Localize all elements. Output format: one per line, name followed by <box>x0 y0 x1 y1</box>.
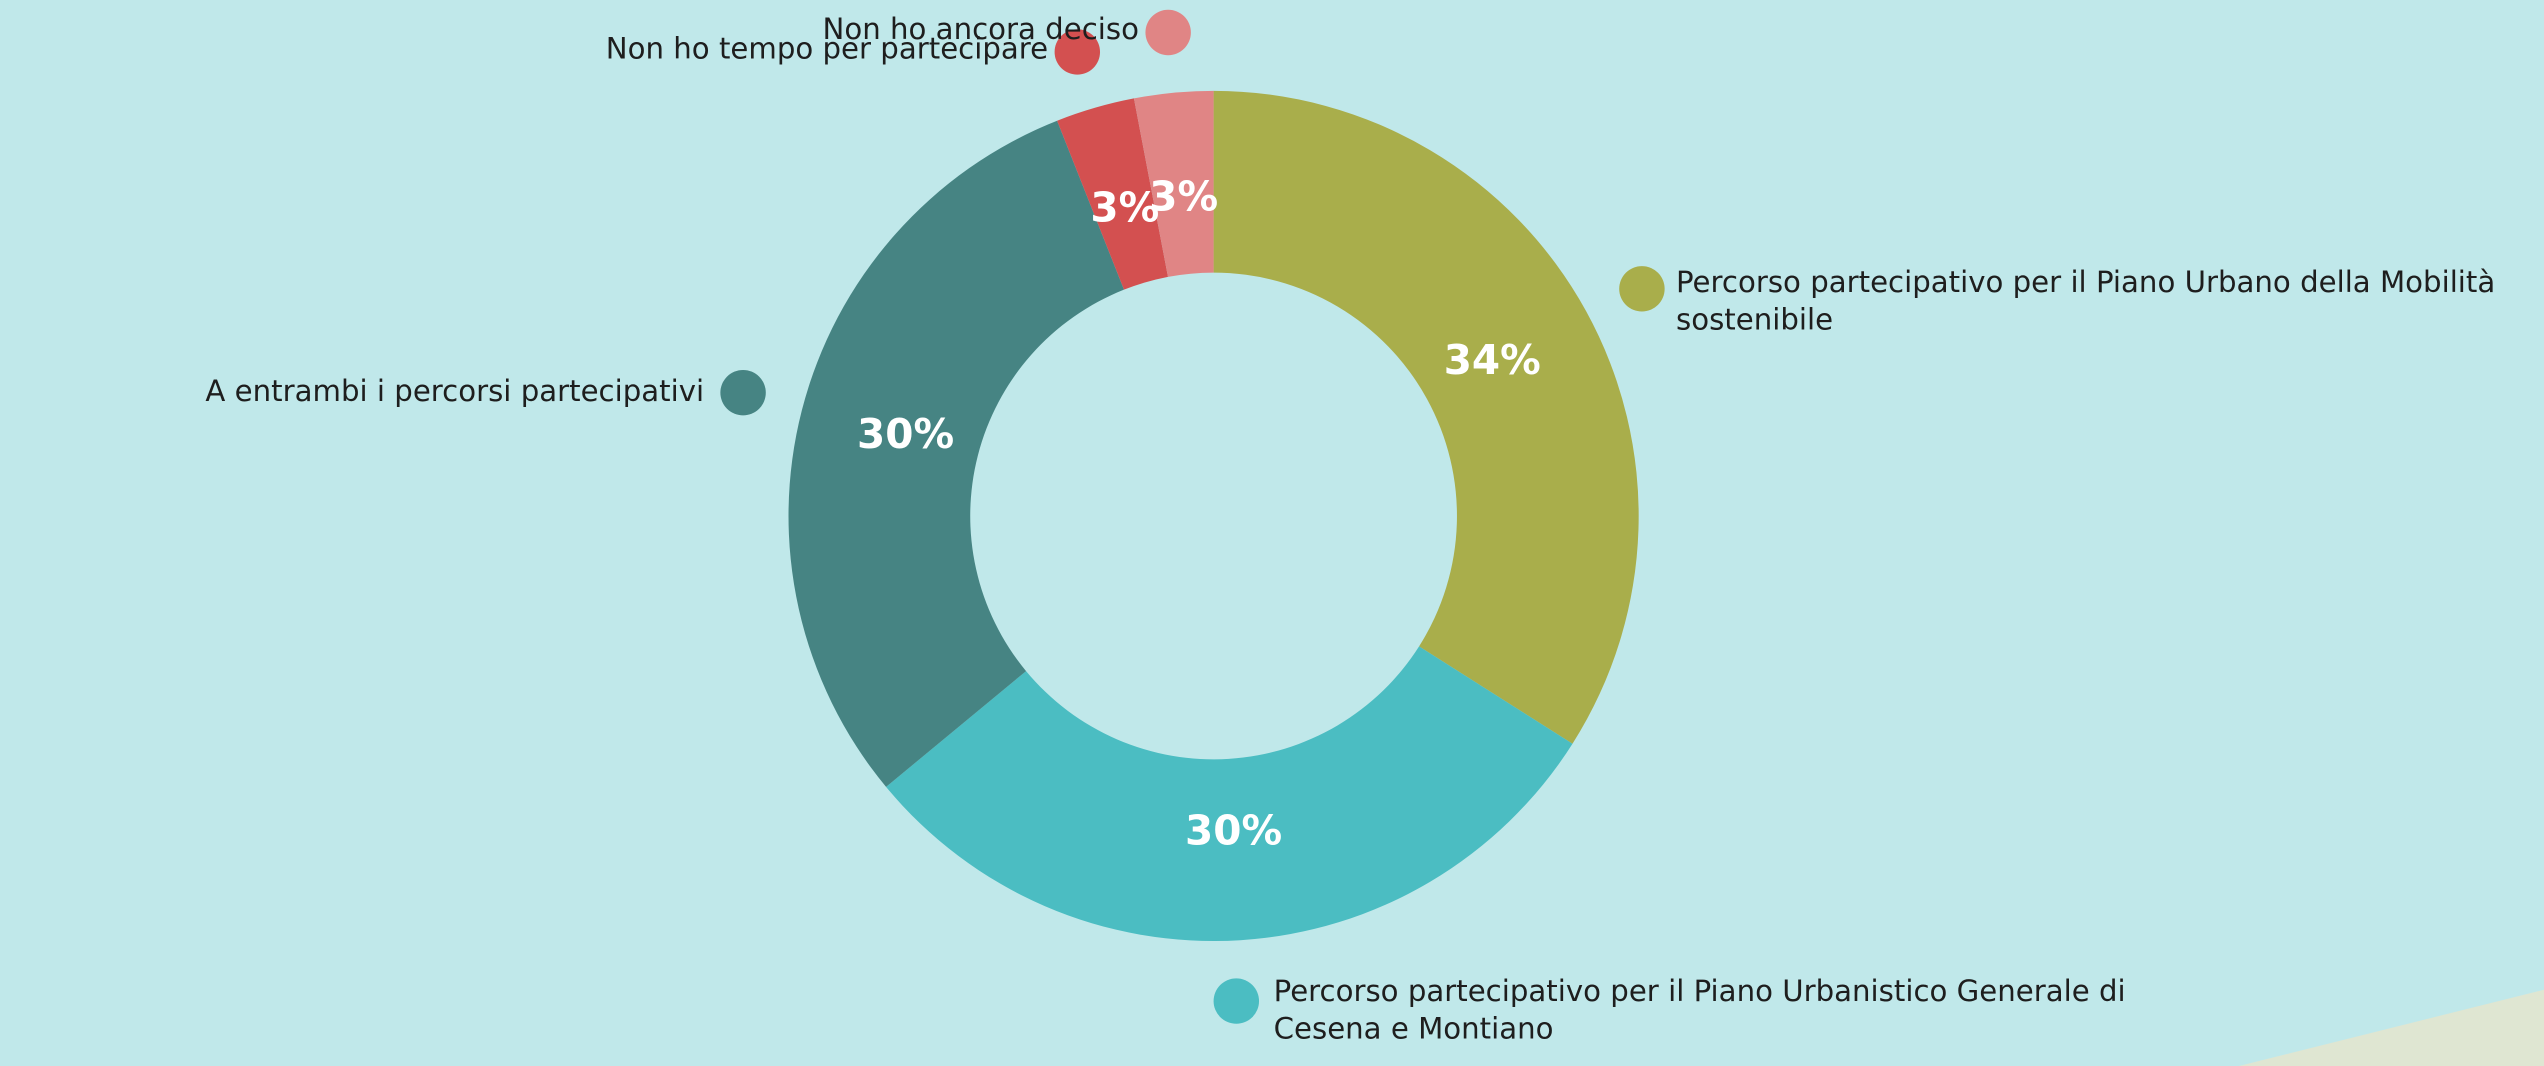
donut-segment <box>1057 98 1168 290</box>
legend-label: Percorso partecipativo per il Piano Urba… <box>1273 975 2126 1047</box>
value-label: 30% <box>1185 806 1282 854</box>
legend-label-box: Non ho tempo per partecipare <box>605 32 1049 67</box>
legend-marker <box>1619 266 1665 312</box>
legend-label-box: Percorso partecipativo per il Piano Urba… <box>1675 266 2496 338</box>
donut-segment <box>1133 90 1214 277</box>
legend-label-box: Percorso partecipativo per il Piano Urba… <box>1273 975 2126 1047</box>
decoration <box>2238 989 2544 1066</box>
legend-marker <box>1213 978 1260 1024</box>
donut-segment <box>886 646 1573 942</box>
value-label: 3% <box>1090 184 1159 232</box>
legend-marker <box>1054 29 1101 75</box>
legend-marker <box>720 369 766 416</box>
value-label: 3% <box>1149 172 1218 220</box>
donut-segment <box>1213 90 1639 744</box>
legend-label-box: Non ho ancora deciso <box>822 13 1139 48</box>
legend-label: Non ho ancora deciso <box>822 13 1139 48</box>
legend-label: Non ho tempo per partecipare <box>605 32 1049 67</box>
value-label: 30% <box>857 410 954 458</box>
value-label: 34% <box>1444 336 1541 384</box>
donut-segment <box>788 120 1125 787</box>
legend-label: Percorso partecipativo per il Piano Urba… <box>1675 266 2496 338</box>
legend-label: A entrambi i percorsi partecipativi <box>205 374 705 409</box>
legend-label-box: A entrambi i percorsi partecipativi <box>205 374 705 409</box>
legend-marker <box>1145 9 1191 56</box>
